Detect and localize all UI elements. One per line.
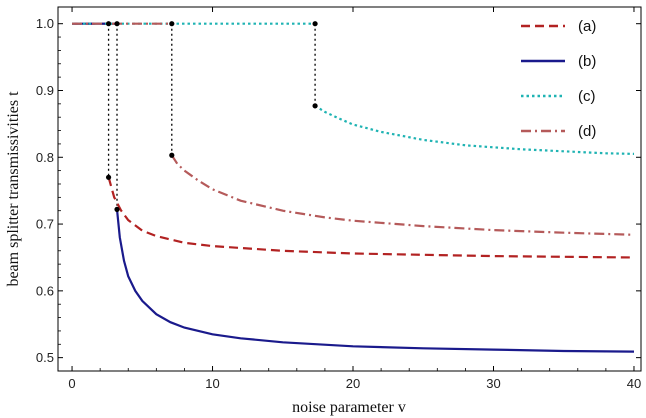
- drop-lines: [107, 23, 316, 210]
- marker-4: [169, 21, 175, 27]
- y-ticks: 0.5 0.6 0.7 0.8 0.9 1.0: [36, 16, 641, 365]
- marker-2: [114, 21, 120, 27]
- legend-label-2: (c): [578, 88, 596, 105]
- series-line-1: [115, 209, 635, 353]
- legend-label-1: (b): [578, 53, 596, 70]
- series-line-3: [170, 154, 635, 236]
- marker-7: [312, 103, 318, 109]
- x-tick-label-0: 0: [68, 376, 75, 391]
- y-tick-label-2: 0.7: [36, 217, 54, 232]
- series-layer: [72, 22, 635, 353]
- x-tick-label-3: 30: [486, 376, 500, 391]
- plot-frame: [57, 6, 642, 372]
- y-tick-label-5: 1.0: [36, 16, 54, 31]
- legend-label-3: (d): [578, 123, 596, 140]
- y-tick-label-1: 0.6: [36, 283, 54, 298]
- legend: (a) (b) (c) (d): [521, 18, 596, 140]
- x-tick-label-2: 20: [346, 376, 360, 391]
- marker-3: [114, 206, 120, 212]
- x-ticks: 0 10 20 30 40: [68, 7, 641, 391]
- marker-6: [312, 21, 318, 27]
- y-tick-label-4: 0.9: [36, 83, 54, 98]
- x-axis-label: noise parameter v: [292, 399, 406, 416]
- x-tick-label-1: 10: [205, 376, 219, 391]
- legend-label-0: (a): [578, 18, 596, 35]
- y-tick-label-0: 0.5: [36, 350, 54, 365]
- y-axis-label: beam splitter transmissivities t: [5, 91, 22, 287]
- marker-5: [169, 152, 175, 158]
- marker-1: [105, 174, 112, 180]
- x-tick-label-4: 40: [627, 376, 641, 391]
- marker-0: [105, 21, 112, 27]
- series-line-0: [107, 177, 635, 259]
- marker-layer: [105, 21, 318, 212]
- y-tick-label-3: 0.8: [36, 150, 54, 165]
